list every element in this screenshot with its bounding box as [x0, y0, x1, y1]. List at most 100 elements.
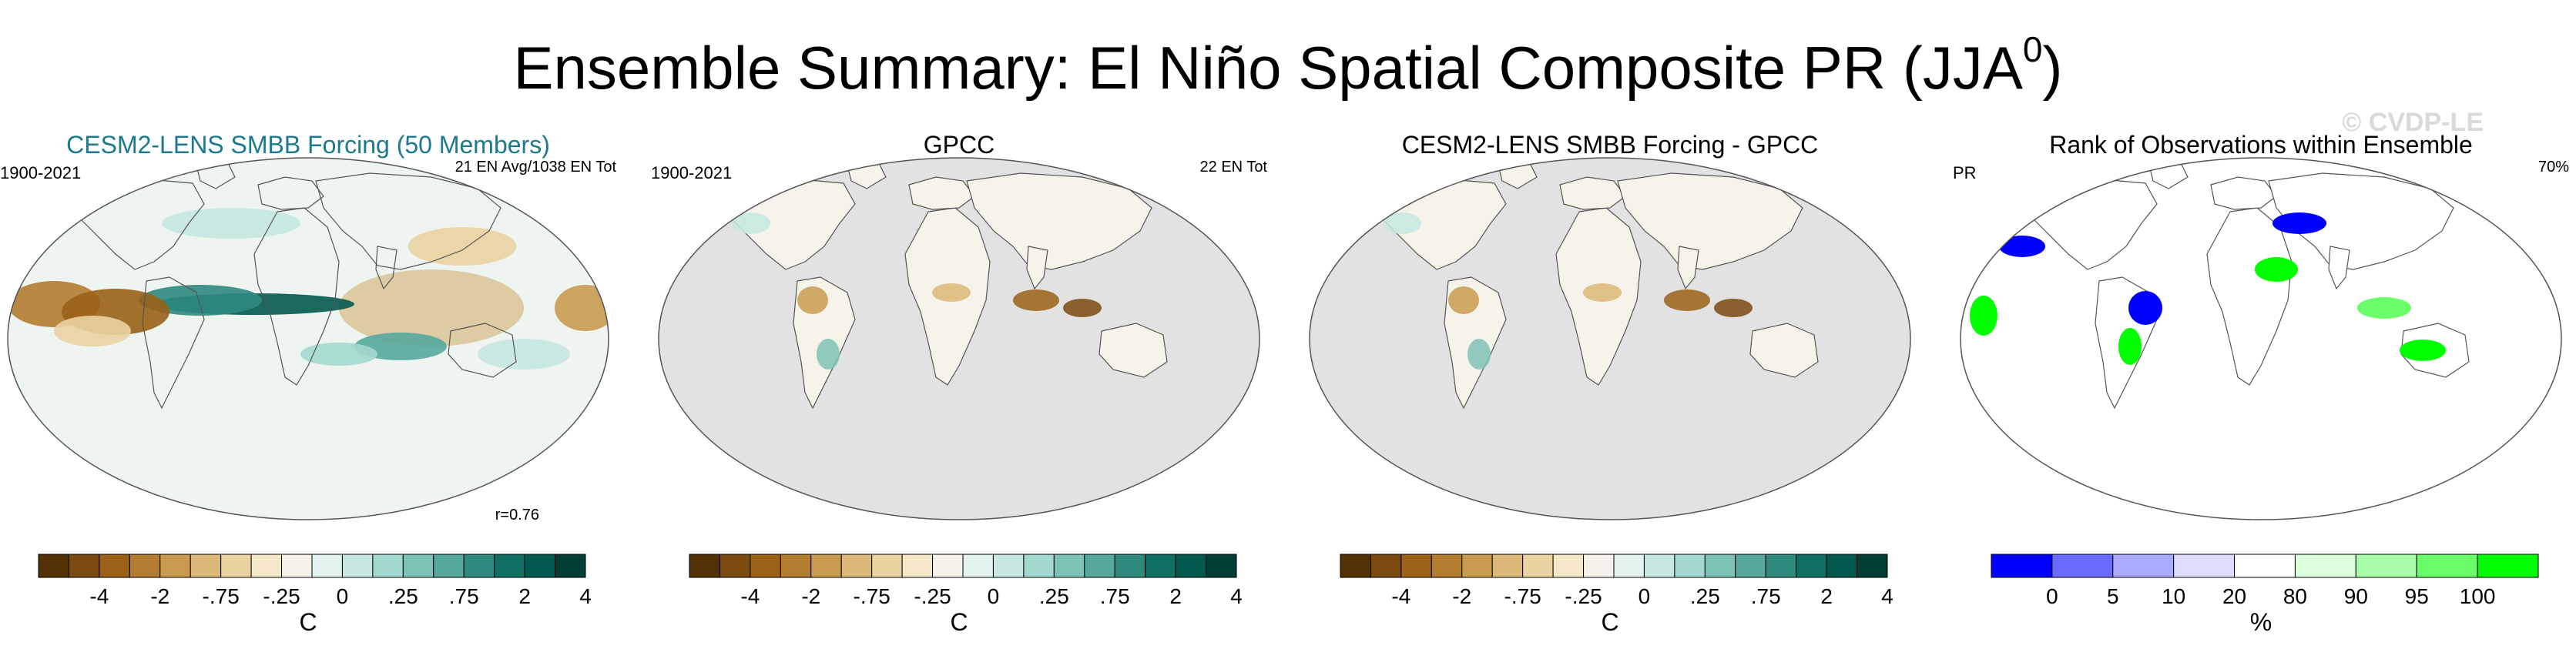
colorbar-tick-label: 2 [1820, 584, 1833, 608]
colorbar-swatch [2355, 554, 2417, 578]
colorbar-swatch [433, 554, 465, 578]
colorbar-swatch [1206, 554, 1237, 578]
colorbar-tick-label: 0 [2046, 584, 2058, 608]
colorbar-swatch [2112, 554, 2175, 578]
colorbar-swatch [1461, 554, 1493, 578]
continent-india [375, 246, 397, 290]
colorbar-swatch [871, 554, 903, 578]
colorbar-swatch [2051, 554, 2114, 578]
colorbar-tick-label: .25 [1039, 584, 1069, 608]
colorbar-swatch [810, 554, 842, 578]
colorbar: -4 -2 -.75 -.25 0 .25 .75 2 4 [689, 554, 1243, 608]
panel-title: Rank of Observations within Ensemble [2049, 131, 2473, 159]
colorbar-swatch [901, 554, 934, 578]
land-anomaly-patch [1583, 283, 1622, 302]
colorbar-tick-label: -4 [1391, 584, 1410, 608]
land-anomaly-patch [1664, 289, 1710, 311]
continent-europe [908, 176, 975, 210]
colorbar-swatch [1522, 554, 1554, 578]
colorbar-swatch [1765, 554, 1797, 578]
colorbar-swatch [1857, 554, 1888, 578]
colorbar-tick-label: 0 [1639, 584, 1651, 608]
land-anomaly-patch [1013, 289, 1059, 311]
colorbar-swatch [1053, 554, 1085, 578]
anomaly-patch [300, 343, 377, 366]
title-superscript: 0 [2022, 29, 2043, 69]
figure-title: Ensemble Summary: El Niño Spatial Compos… [513, 29, 2063, 102]
colorbar-tick-label: 0 [988, 584, 1000, 608]
land-anomaly-patch [1383, 212, 1421, 234]
continent-asia [966, 172, 1152, 270]
colorbar-swatch [2173, 554, 2236, 578]
colorbar-swatch [220, 554, 252, 578]
colorbar-swatch [2416, 554, 2478, 578]
colorbar-swatch [1704, 554, 1736, 578]
colorbar-swatch [281, 554, 313, 578]
colorbar-swatch [463, 554, 495, 578]
rank-patch [1999, 236, 2045, 257]
continent-south-america [142, 276, 205, 410]
continent-europe [1559, 176, 1626, 210]
map-plot [7, 157, 609, 520]
colorbar-swatch [1023, 554, 1055, 578]
panel-title: GPCC [923, 131, 995, 159]
panel-title: CESM2-LENS SMBB Forcing - GPCC [1401, 131, 1819, 159]
colorbar-tick-label: 20 [2222, 584, 2246, 608]
colorbar-swatch [1583, 554, 1615, 578]
colorbar-tick-label: 4 [579, 584, 592, 608]
continent-india [2328, 246, 2350, 290]
map-plot [658, 157, 1260, 520]
continent-europe [2210, 176, 2277, 210]
colorbar-units: C [299, 608, 317, 636]
colorbar-tick-label: 90 [2344, 584, 2368, 608]
colorbar-tick-label: -2 [801, 584, 820, 608]
continent-asia [315, 172, 501, 270]
colorbar-tick-label: 95 [2405, 584, 2429, 608]
map-plot [1309, 157, 1911, 520]
map-border [7, 157, 609, 520]
continent-africa [2206, 207, 2293, 386]
colorbar-tick-label: -2 [1452, 584, 1471, 608]
colorbar-swatch [311, 554, 343, 578]
land-anomaly-patch [932, 283, 971, 302]
anomaly-patch [162, 208, 300, 239]
colorbar-tick-label: 2 [1169, 584, 1182, 608]
colorbar-tick-label: -.25 [914, 584, 951, 608]
colorbar: -4 -2 -.75 -.25 0 .25 .75 2 4 [38, 554, 592, 608]
anomaly-patch [139, 285, 262, 316]
colorbar-tick-label: 0 [337, 584, 349, 608]
colorbar-swatch [372, 554, 404, 578]
event-count-label: 22 EN Tot [1199, 159, 1267, 176]
colorbar-swatch [1735, 554, 1766, 578]
colorbar-tick-label: -.25 [1565, 584, 1602, 608]
land-anomaly-patch [1448, 286, 1479, 314]
colorbar-swatch [962, 554, 994, 578]
colorbar-swatch [555, 554, 586, 578]
rank-patch [2484, 191, 2531, 209]
colorbar-swatch [1796, 554, 1827, 578]
colorbar-swatch [1114, 554, 1146, 578]
colorbar-swatch [1431, 554, 1463, 578]
colorbar: -4 -2 -.75 -.25 0 .25 .75 2 4 [1340, 554, 1893, 608]
colorbar-tick-label: .25 [388, 584, 418, 608]
colorbar-swatch [1826, 554, 1858, 578]
colorbar-units: C [950, 608, 968, 636]
colorbar-swatch [129, 554, 161, 578]
map-border [658, 157, 1260, 520]
colorbar-swatch [1145, 554, 1176, 578]
continent-australia [1749, 323, 1819, 378]
land-anomaly-patch [1714, 299, 1753, 317]
anomaly-patch [339, 269, 524, 346]
colorbar-tick-label: 5 [2107, 584, 2119, 608]
panel-difference: CESM2-LENS SMBB Forcing - GPCC -4 -2 -.75-… [1302, 115, 1918, 654]
variable-label: PR [1953, 163, 1977, 182]
colorbar-swatch [689, 554, 720, 578]
colorbar-swatch [494, 554, 525, 578]
colorbar-tick-label: -2 [150, 584, 169, 608]
continent-north-america [69, 176, 205, 270]
ensemble-count-label: 21 EN Avg/1038 EN Tot [454, 159, 616, 176]
continent-africa [253, 207, 340, 386]
colorbar-swatch [750, 554, 781, 578]
rank-patch [2255, 257, 2298, 282]
colorbar-tick-label: 100 [2460, 584, 2496, 608]
